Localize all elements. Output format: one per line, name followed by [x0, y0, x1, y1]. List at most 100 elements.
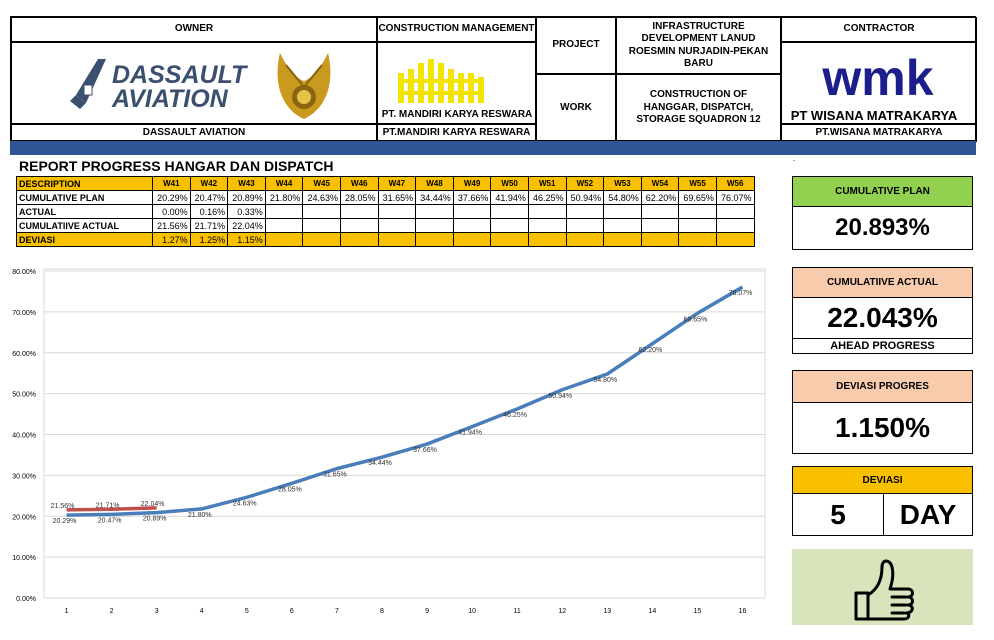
table-cell: 20.29% — [152, 190, 191, 205]
table-cell — [302, 218, 341, 233]
x-tick-label: 3 — [155, 608, 159, 615]
table-cell — [339, 232, 379, 247]
table-cell — [565, 218, 605, 233]
table-row-plan: CUMULATIVE PLAN 20.29% 20.47% 20.89% 21.… — [16, 190, 755, 205]
table-cell — [452, 218, 492, 233]
table-cell: 28.05% — [339, 190, 379, 205]
table-cell — [415, 204, 454, 219]
x-tick-label: 7 — [335, 608, 339, 615]
week-header: W45 — [302, 176, 341, 191]
x-tick-label: 16 — [739, 608, 747, 615]
week-header: W42 — [189, 176, 229, 191]
table-cell — [452, 204, 492, 219]
y-tick-label: 70.00% — [12, 310, 36, 317]
week-header: W52 — [565, 176, 605, 191]
table-cell: 37.66% — [452, 190, 492, 205]
owner-name: DASSAULT AVIATION — [11, 124, 377, 142]
card-title: DEVIASI PROGRES — [793, 371, 972, 403]
table-cell — [415, 232, 454, 247]
project-value: INFRASTRUCTURE DEVELOPMENT LANUD ROESMIN… — [616, 17, 781, 74]
contractor-label: CONTRACTOR — [781, 17, 977, 42]
data-label: 41.94% — [458, 430, 482, 437]
table-cell — [377, 218, 417, 233]
data-label: 37.66% — [413, 447, 437, 454]
table-cell — [339, 218, 379, 233]
table-cell — [640, 204, 680, 219]
table-cell: 62.20% — [640, 190, 680, 205]
table-cell — [264, 204, 304, 219]
cm-name: PT.MANDIRI KARYA RESWARA — [377, 124, 536, 142]
table-cell — [640, 232, 680, 247]
table-cell: 50.94% — [565, 190, 605, 205]
data-label: 20.47% — [98, 517, 122, 524]
data-label: 31.65% — [323, 472, 347, 479]
table-cell — [339, 204, 379, 219]
card-value: 1.150% — [835, 412, 930, 443]
table-cell: 22.04% — [227, 218, 266, 233]
data-label: 22.04% — [141, 501, 165, 508]
x-tick-label: 1 — [65, 608, 69, 615]
week-header: W48 — [415, 176, 454, 191]
table-cell: 1.27% — [152, 232, 191, 247]
table-cell: 76.07% — [715, 190, 755, 205]
card-value: 20.893% — [835, 214, 930, 241]
table-cell: 0.33% — [227, 204, 266, 219]
x-tick-label: 8 — [380, 608, 384, 615]
deviasi-progres-card: DEVIASI PROGRES 1.150% — [792, 370, 973, 454]
x-tick-label: 15 — [694, 608, 702, 615]
work-label: WORK — [536, 74, 616, 142]
week-header: W49 — [452, 176, 492, 191]
card-title: DEVIASI — [793, 467, 972, 494]
data-label: 20.89% — [143, 516, 167, 523]
header-band — [10, 141, 976, 155]
owner-logo-text-2: AVIATION — [111, 85, 229, 113]
air-force-emblem-icon — [277, 53, 331, 119]
card-title: CUMULATIVE PLAN — [793, 177, 972, 207]
week-header: W53 — [603, 176, 642, 191]
table-cell — [302, 232, 341, 247]
report-title: REPORT PROGRESS HANGAR DAN DISPATCH — [19, 158, 334, 174]
week-header: W54 — [640, 176, 680, 191]
actual-line — [66, 506, 157, 512]
description-header: DESCRIPTION — [16, 176, 153, 191]
table-cell — [527, 218, 567, 233]
cm-label: CONSTRUCTION MANAGEMENT — [377, 17, 536, 42]
dassault-logo: DASSAULT AVIATION — [70, 53, 331, 119]
y-tick-label: 50.00% — [12, 392, 36, 399]
table-cell — [678, 232, 717, 247]
owner-logo-text-1: DASSAULT — [112, 61, 249, 89]
table-cell — [527, 232, 567, 247]
week-header: W46 — [339, 176, 379, 191]
table-cell: 0.00% — [152, 204, 191, 219]
data-label: 54.80% — [593, 377, 617, 384]
week-header: W43 — [227, 176, 266, 191]
y-tick-label: 80.00% — [12, 269, 36, 276]
table-row-deviasi: DEVIASI 1.27% 1.25% 1.15% — [16, 232, 755, 247]
table-cell: 46.25% — [527, 190, 567, 205]
table-row-actual: ACTUAL 0.00% 0.16% 0.33% — [16, 204, 755, 219]
week-header: W51 — [527, 176, 567, 191]
y-tick-label: 20.00% — [12, 514, 36, 521]
card-value: 22.043% — [827, 302, 938, 333]
table-cell — [565, 232, 605, 247]
table-cell — [527, 204, 567, 219]
table-cell — [640, 218, 680, 233]
row-label: CUMULATIVE PLAN — [16, 190, 153, 205]
project-label: PROJECT — [536, 17, 616, 74]
progress-table: DESCRIPTION W41 W42 W43 W44 W45 W46 W47 … — [16, 176, 755, 247]
table-cell: 24.63% — [302, 190, 341, 205]
row-label: ACTUAL — [16, 204, 153, 219]
x-tick-label: 11 — [514, 608, 521, 615]
table-header-row: DESCRIPTION W41 W42 W43 W44 W45 W46 W47 … — [16, 176, 755, 191]
owner-label: OWNER — [11, 17, 377, 42]
table-cell — [603, 232, 642, 247]
table-cell: 1.15% — [227, 232, 266, 247]
deviasi-number: 5 — [793, 494, 884, 535]
plan-line — [66, 285, 744, 517]
work-value: CONSTRUCTION OF HANGGAR, DISPATCH, STORA… — [616, 74, 781, 142]
data-label: 24.63% — [233, 500, 257, 507]
x-tick-label: 12 — [558, 608, 566, 615]
data-label: 76.07% — [729, 290, 753, 297]
y-tick-label: 30.00% — [12, 473, 36, 480]
contractor-name: PT.WISANA MATRAKARYA — [781, 124, 977, 142]
